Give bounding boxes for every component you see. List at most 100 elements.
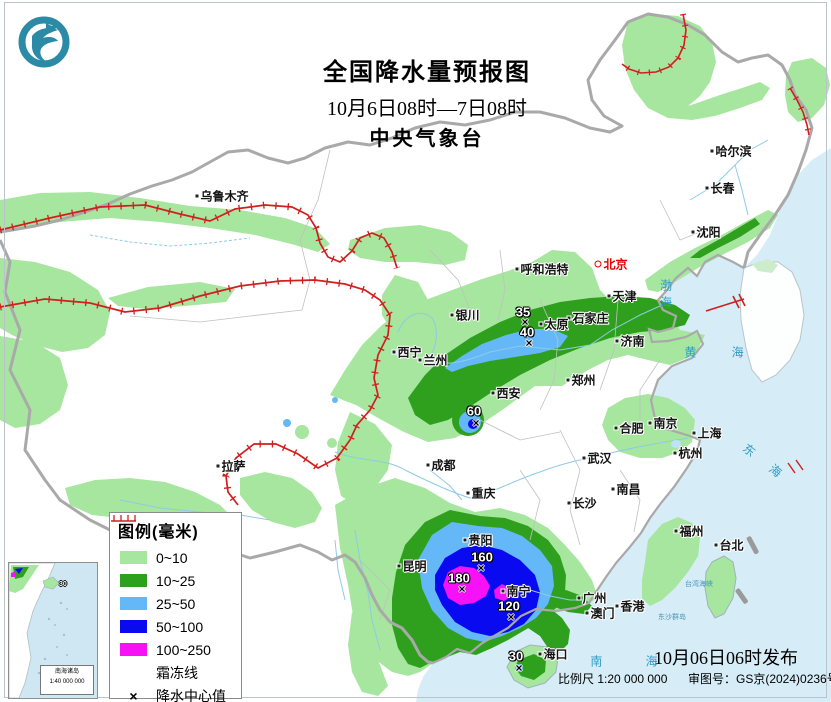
rain-light-qinghai-north — [348, 225, 468, 265]
rain-light-tibet-spot1 — [295, 425, 309, 439]
precip-center-marker: × — [525, 336, 533, 350]
legend-swatch-25-50 — [120, 597, 147, 610]
city-label-nanchang: 南昌 — [611, 481, 641, 498]
legend-item: 50~100 — [110, 615, 241, 638]
legend-frost-row: 霜冻线 — [110, 515, 241, 684]
city-dot — [567, 316, 571, 320]
taihu-lake — [671, 440, 681, 448]
city-label-tianjin: 天津 — [607, 288, 637, 305]
hainan-dark-green — [515, 654, 546, 680]
south-china-sea-inset-map: 30 南海诸岛 1:40 000 000 — [8, 562, 98, 699]
inset-land — [9, 563, 56, 698]
taiwan-island — [704, 555, 737, 619]
inset-islets — [37, 601, 68, 675]
sea-label-bohai: 渤海 — [658, 279, 673, 313]
rain-magenta-core — [443, 566, 490, 605]
inset-rain-magenta — [11, 571, 16, 577]
capital-marker — [594, 260, 602, 268]
city-label-chengdu: 成都 — [426, 457, 456, 474]
hainan-blue-spot — [515, 664, 523, 672]
legend-label: 25~50 — [156, 595, 196, 612]
korea-landmass — [739, 261, 805, 383]
city-label-taipei: 台北 — [714, 537, 744, 554]
city-dot — [585, 611, 589, 615]
sea-label-nanhai: 南 海 — [590, 654, 678, 669]
rain-dark-ne-core — [690, 218, 760, 258]
frost-line-tibet-loop — [0, 276, 394, 508]
precip-center-value: 180 — [448, 570, 470, 586]
city-dot — [566, 378, 570, 382]
rain-dark-guangdong-strip — [548, 590, 592, 614]
rain-lblue-tibet1 — [283, 419, 291, 427]
city-dot — [216, 464, 220, 468]
city-label-hohhot: 呼和浩特 — [515, 261, 569, 278]
legend-swatch-0-10 — [120, 551, 147, 564]
precip-center-marker: × — [472, 416, 480, 430]
city-dot — [577, 596, 581, 600]
city-dot — [539, 322, 543, 326]
city-dot — [692, 431, 696, 435]
rain-light-tibet-spot2 — [327, 438, 337, 448]
precip-center-marker: × — [521, 315, 529, 329]
city-label-harbin: 哈尔滨 — [710, 143, 752, 160]
inset-rain-blue — [15, 568, 23, 574]
island-bars — [735, 536, 759, 604]
city-dot — [195, 194, 199, 198]
legend-label: 10~25 — [156, 572, 196, 589]
inset-hainan — [42, 576, 60, 590]
precip-center-marker: × — [477, 561, 485, 575]
city-label-shanghai: 上海 — [692, 425, 722, 442]
city-label-nanjing: 南京 — [648, 415, 678, 432]
legend-swatch-10-25 — [120, 574, 147, 587]
city-label-guangzhou: 广州 — [577, 590, 607, 607]
precip-center-value: 35 — [515, 304, 531, 320]
rain-lblue-tibet2 — [332, 397, 338, 403]
city-label-lanzhou: 兰州 — [418, 352, 448, 369]
city-label-nanning: 南宁 — [501, 583, 531, 600]
legend-swatch-100-250 — [120, 643, 147, 656]
city-label-guiyang: 贵阳 — [463, 532, 493, 549]
inset-scale: 1:40 000 000 — [49, 678, 85, 685]
city-label-shijiazhuang: 石家庄 — [567, 310, 609, 327]
city-dot — [607, 294, 611, 298]
city-label-changchun: 长春 — [705, 180, 735, 197]
legend-center-row: × 降水中心值 — [110, 684, 241, 702]
legend-label: 50~100 — [156, 618, 204, 635]
city-dot — [538, 652, 542, 656]
city-label-lhasa: 拉萨 — [216, 458, 246, 475]
rain-light-top-blob — [622, 14, 770, 120]
legend-label: 0~10 — [156, 549, 188, 566]
precip-center-marker: × — [507, 610, 515, 624]
agency-name: 中央气象台 — [369, 128, 485, 150]
city-label-fuzhou: 福州 — [674, 523, 704, 540]
map-scale: 比例尺 1:20 000 000 — [558, 672, 668, 686]
national-border-west — [0, 239, 434, 665]
qinghai-lake — [394, 347, 410, 357]
city-label-kunming: 昆明 — [397, 558, 427, 575]
korea-rain-patch — [752, 259, 778, 273]
publish-time: 10月06日06时发布 — [654, 648, 798, 668]
legend-item: 25~50 — [110, 592, 241, 615]
city-dot — [615, 604, 619, 608]
inset-title: 南海诸岛 — [54, 669, 79, 675]
rain-light-nw-band — [0, 192, 330, 252]
city-dot — [501, 589, 505, 593]
precip-center-sample-icon: × — [129, 687, 138, 702]
legend-item: 10~25 — [110, 569, 241, 592]
city-label-haikou: 海口 — [538, 646, 568, 663]
precip-center-marker: × — [515, 661, 523, 675]
city-dot — [392, 350, 396, 354]
rain-dark-xining-spot — [412, 390, 436, 414]
legend-swatch-50-100 — [120, 620, 147, 633]
legend-label: 100~250 — [156, 641, 211, 658]
city-label-yinchuan: 银川 — [450, 307, 480, 324]
rain-light-lhasa-east — [240, 472, 322, 528]
city-label-wuhan: 武汉 — [582, 450, 612, 467]
frost-line-ne-right — [787, 86, 812, 136]
city-dot — [491, 391, 495, 395]
city-label-hangzhou: 杭州 — [673, 445, 703, 462]
city-dot — [714, 543, 718, 547]
city-label-hongkong: 香港 — [615, 598, 645, 615]
city-dot — [614, 426, 618, 430]
